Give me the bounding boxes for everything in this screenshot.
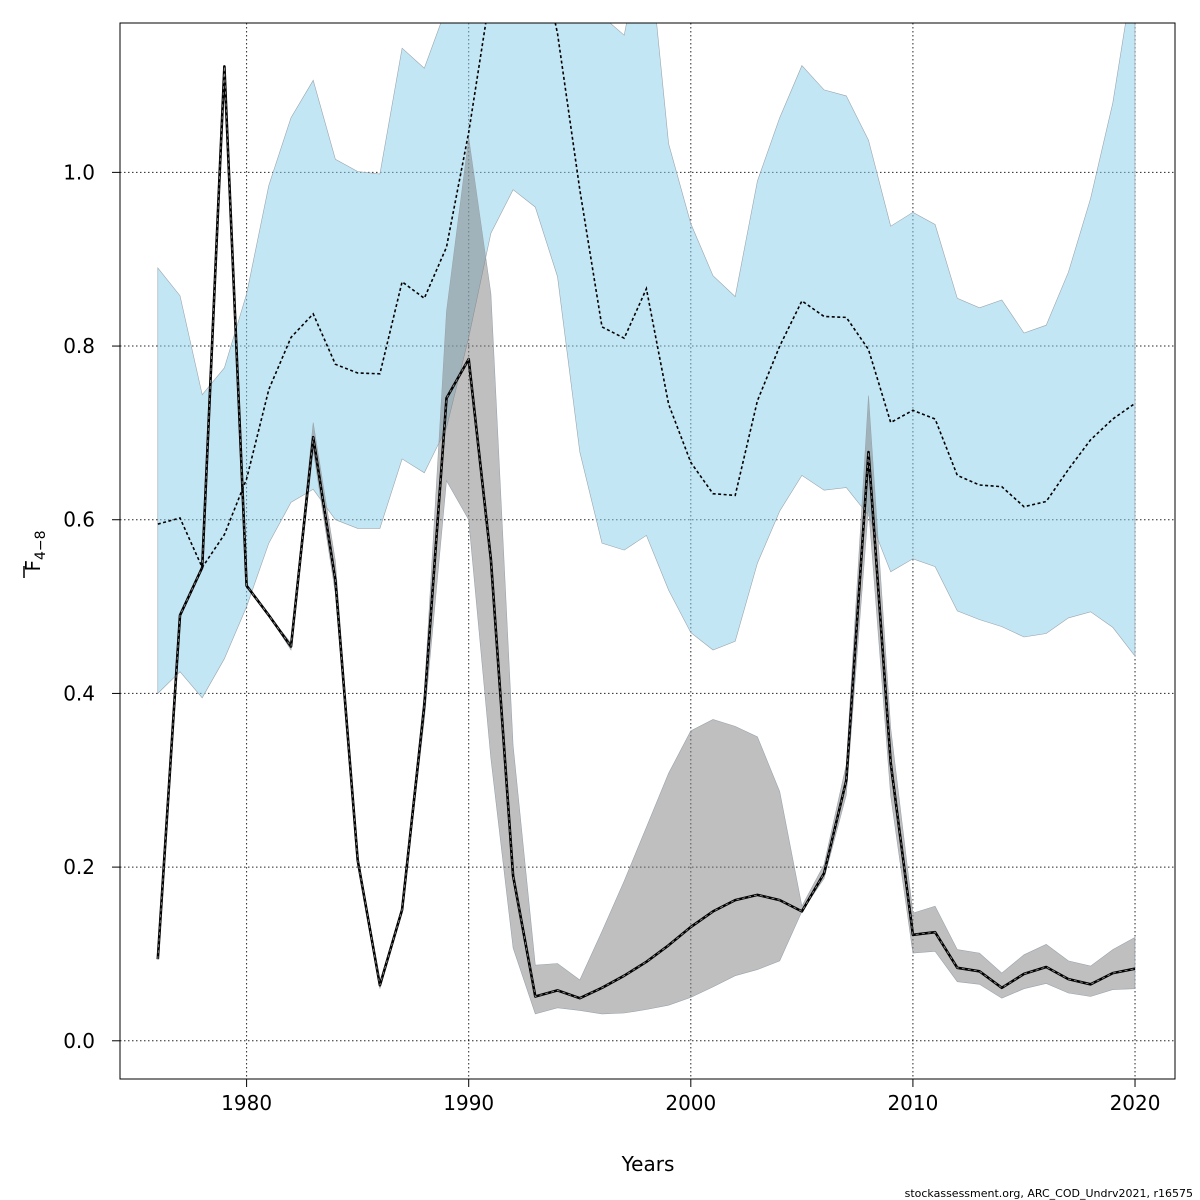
- y-axis-title-subscript: 4−8: [33, 530, 49, 560]
- gray-confidence-band: [157, 66, 1136, 1015]
- confidence-bands: [157, 23, 1136, 1015]
- x-tick-label: 2010: [887, 1091, 938, 1115]
- y-tick-label: 0.2: [63, 855, 95, 879]
- solid-series-dotted-overlay: [157, 66, 1136, 999]
- y-tick-label: 1.0: [63, 160, 95, 184]
- x-tick-label: 2000: [665, 1091, 716, 1115]
- y-axis-title-main: F: [21, 560, 45, 572]
- svg-text:F4−8: F4−8: [21, 530, 49, 571]
- x-tick-label: 1980: [221, 1091, 272, 1115]
- y-tick-label: 0.6: [63, 508, 95, 532]
- series-lines: [156, 23, 1136, 1000]
- credit-text: stockassessment.org, ARC_COD_Undrv2021, …: [905, 1187, 1193, 1200]
- y-axis-title: F4−8: [21, 530, 49, 578]
- y-axis: 0.0 0.2 0.4 0.6 0.8 1.0: [63, 160, 120, 1053]
- x-tick-label: 1990: [443, 1091, 494, 1115]
- y-tick-label: 0.4: [63, 681, 95, 705]
- y-tick-label: 0.0: [63, 1029, 95, 1053]
- y-tick-label: 0.8: [63, 334, 95, 358]
- dotted-series-line: [157, 23, 1136, 570]
- x-tick-label: 2020: [1110, 1091, 1161, 1115]
- plot-frame: [119, 22, 1176, 1080]
- blue-confidence-band: [157, 23, 1136, 699]
- x-axis: 1980 1990 2000 2010 2020: [221, 1079, 1160, 1115]
- x-axis-title: Years: [621, 1152, 675, 1176]
